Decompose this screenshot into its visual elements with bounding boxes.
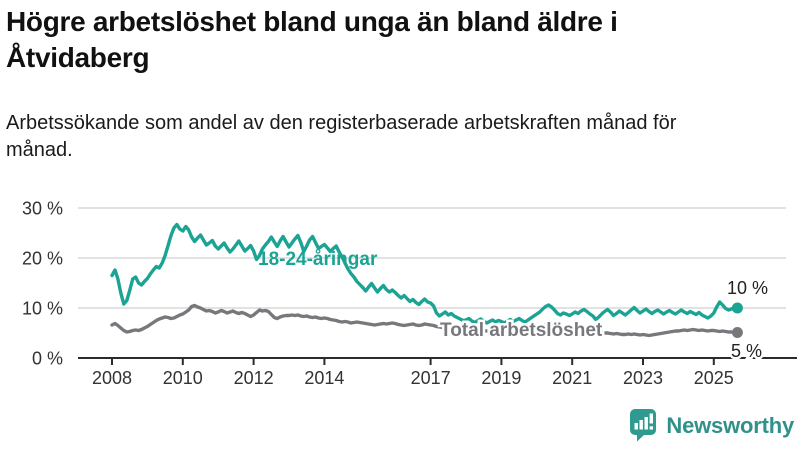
chart: 0 % 10 % 20 % 30 % 2008 2010 2012 2014 2017 2019 2… xyxy=(0,190,800,405)
x-tick-label: 2012 xyxy=(234,368,274,388)
page-subtitle: Arbetssökande som andel av den registerb… xyxy=(6,112,677,161)
x-tick-label: 2023 xyxy=(623,368,663,388)
x-tick-label: 2021 xyxy=(552,368,592,388)
series-label: Total arbetslöshet xyxy=(440,320,603,341)
series-line-young xyxy=(110,222,740,325)
y-tick-label: 30 % xyxy=(22,199,63,219)
logo-text: Newsworthy xyxy=(666,412,794,438)
x-tick-label: 2025 xyxy=(694,368,734,388)
x-tick-label: 2010 xyxy=(163,368,203,388)
chart-svg: 0 % 10 % 20 % 30 % 2008 2010 2012 2014 2017 2019 2… xyxy=(22,199,797,388)
x-tick-label: 2017 xyxy=(411,368,451,388)
series-end-dot xyxy=(731,327,743,338)
x-tick-label: 2008 xyxy=(92,368,132,388)
bar-chart-speech-bubble-icon xyxy=(630,409,657,442)
header: Högre arbetslöshet bland unga än bland ä… xyxy=(6,4,786,163)
x-tick-label: 2019 xyxy=(481,368,521,388)
y-tick-label: 0 % xyxy=(32,349,63,369)
y-tick-label: 10 % xyxy=(22,299,63,319)
series-line-total xyxy=(110,303,740,338)
page-title: Högre arbetslöshet bland unga än bland ä… xyxy=(6,6,618,74)
newsworthy-logo: Newsworthy xyxy=(629,408,794,443)
y-tick-label: 20 % xyxy=(22,249,63,269)
end-value-label: 5 % xyxy=(731,341,762,361)
x-tick-label: 2014 xyxy=(304,368,344,388)
series-label: 18-24-åringar xyxy=(258,249,378,270)
end-value-label: 10 % xyxy=(727,278,768,298)
series-end-dot xyxy=(731,302,743,314)
